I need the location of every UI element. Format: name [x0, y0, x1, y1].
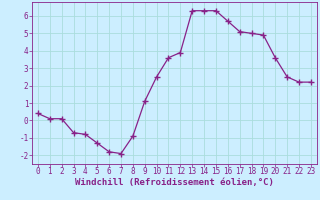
X-axis label: Windchill (Refroidissement éolien,°C): Windchill (Refroidissement éolien,°C) — [75, 178, 274, 187]
